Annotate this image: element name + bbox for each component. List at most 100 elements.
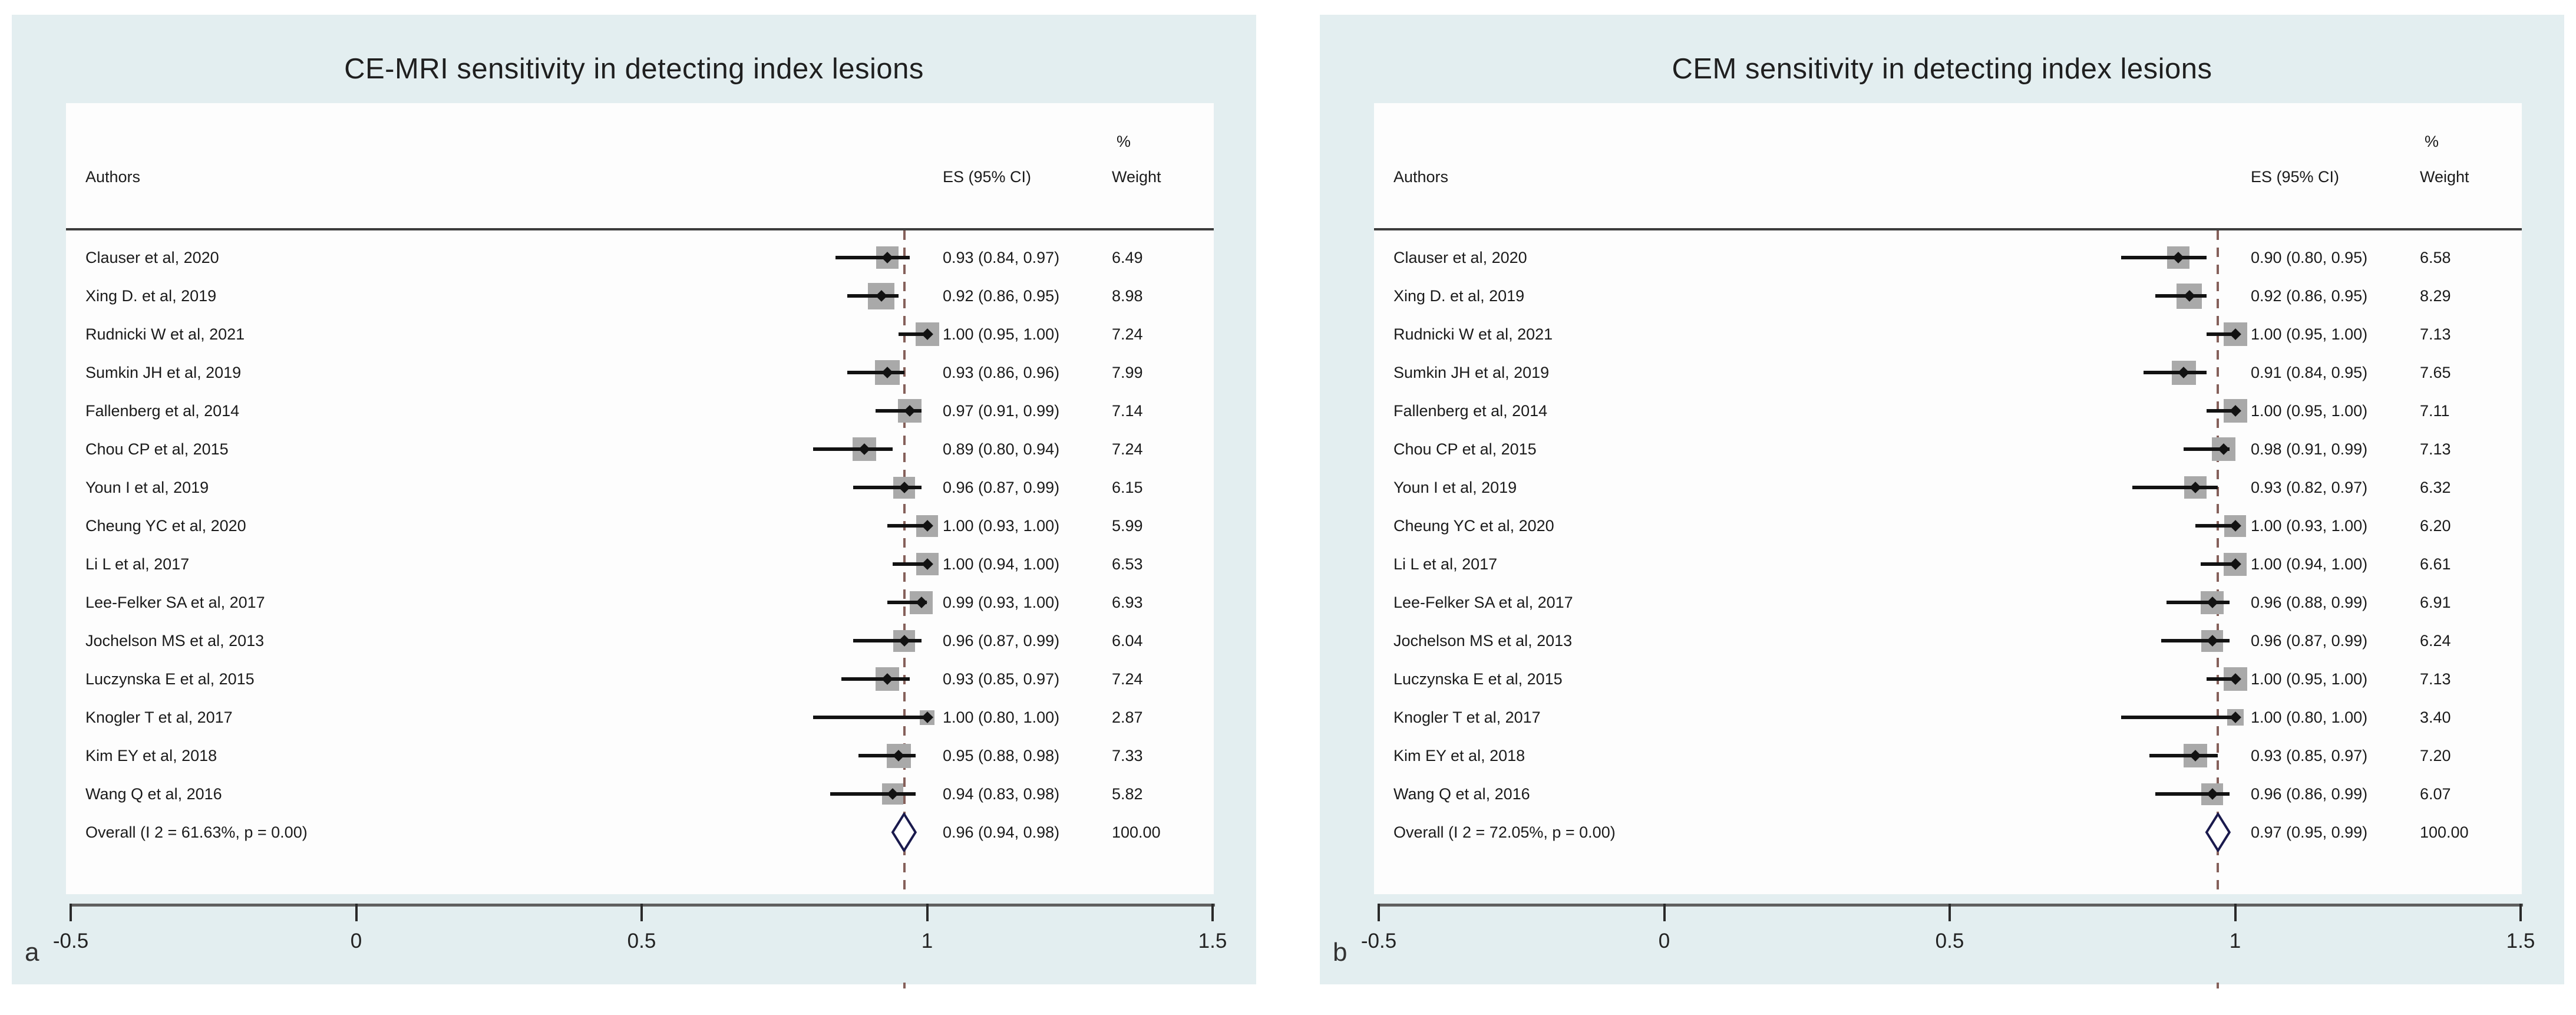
weight-value: 5.82 (1112, 785, 1143, 803)
confidence-interval-line (858, 754, 916, 757)
weight-value: 7.99 (1112, 364, 1143, 381)
study-author-label: Kim EY et al, 2018 (85, 747, 217, 764)
confidence-interval-line (847, 294, 899, 298)
panel-title: CE-MRI sensitivity in detecting index le… (344, 53, 924, 85)
x-axis-tick-label: -0.5 (52, 930, 89, 953)
es-ci-value: 0.90 (0.80, 0.95) (2251, 249, 2368, 266)
es-ci-value: 1.00 (0.93, 1.00) (943, 517, 1060, 535)
es-ci-value: 0.92 (0.86, 0.95) (2251, 287, 2368, 305)
study-author-label: Youn I et al, 2019 (85, 479, 209, 496)
confidence-interval-line (841, 677, 910, 681)
overall-label: Overall (I 2 = 72.05%, p = 0.00) (1393, 823, 1616, 841)
study-author-label: Knogler T et al, 2017 (85, 708, 233, 726)
es-ci-value: 1.00 (0.94, 1.00) (2251, 555, 2368, 573)
weight-value: 7.14 (1112, 402, 1143, 420)
confidence-interval-line (813, 716, 927, 719)
confidence-interval-line (2184, 447, 2230, 451)
es-ci-value: 0.96 (0.87, 0.99) (943, 479, 1060, 496)
study-author-label: Luczynska E et al, 2015 (1393, 670, 1563, 688)
study-author-label: Xing D. et al, 2019 (85, 287, 217, 305)
es-ci-value: 1.00 (0.95, 1.00) (943, 325, 1060, 343)
x-axis-tick (2234, 904, 2237, 921)
es-ci-value: 0.93 (0.85, 0.97) (2251, 747, 2368, 764)
es-ci-value: 0.91 (0.84, 0.95) (2251, 364, 2368, 381)
confidence-interval-line (2155, 294, 2207, 298)
header-separator (66, 228, 1214, 230)
x-axis-tick (926, 904, 929, 921)
x-axis-tick-label: 1.5 (2506, 930, 2535, 953)
column-header-authors: Authors (1393, 168, 1449, 186)
confidence-interval-line (2195, 524, 2235, 528)
confidence-interval-line (887, 601, 927, 604)
confidence-interval-line (2121, 716, 2235, 719)
panel-label-a: a (25, 938, 39, 967)
es-ci-value: 0.94 (0.83, 0.98) (943, 785, 1060, 803)
study-author-label: Rudnicki W et al, 2021 (1393, 325, 1553, 343)
confidence-interval-line (813, 447, 893, 451)
x-axis-tick-label: 0 (1658, 930, 1670, 953)
es-ci-value: 1.00 (0.80, 1.00) (2251, 708, 2368, 726)
study-author-label: Li L et al, 2017 (85, 555, 190, 573)
study-author-label: Rudnicki W et al, 2021 (85, 325, 245, 343)
study-author-label: Youn I et al, 2019 (1393, 479, 1517, 496)
forest-panel-b: CEM sensitivity in detecting index lesio… (1320, 15, 2564, 992)
es-ci-value: 0.98 (0.91, 0.99) (2251, 440, 2368, 458)
column-header-percent: % (2425, 133, 2439, 150)
x-axis-tick (1378, 904, 1380, 921)
x-axis-tick (2519, 904, 2522, 921)
study-author-label: Fallenberg et al, 2014 (1393, 402, 1548, 420)
weight-value: 7.13 (2420, 670, 2451, 688)
es-ci-value: 0.96 (0.88, 0.99) (2251, 594, 2368, 611)
x-axis-tick-label: 0 (350, 930, 362, 953)
study-author-label: Li L et al, 2017 (1393, 555, 1498, 573)
es-ci-value: 0.92 (0.86, 0.95) (943, 287, 1060, 305)
study-author-label: Cheung YC et al, 2020 (85, 517, 246, 535)
column-header-es: ES (95% CI) (943, 168, 1032, 186)
overall-weight-value: 100.00 (2420, 823, 2469, 841)
overall-es-ci-value: 0.97 (0.95, 0.99) (2251, 823, 2368, 841)
confidence-interval-line (2167, 601, 2230, 604)
es-ci-value: 0.95 (0.88, 0.98) (943, 747, 1060, 764)
study-author-label: Clauser et al, 2020 (1393, 249, 1527, 266)
x-axis-tick (355, 904, 358, 921)
confidence-interval-line (2144, 371, 2207, 374)
study-author-label: Clauser et al, 2020 (85, 249, 219, 266)
es-ci-value: 0.97 (0.91, 0.99) (943, 402, 1060, 420)
weight-value: 6.93 (1112, 594, 1143, 611)
study-author-label: Fallenberg et al, 2014 (85, 402, 240, 420)
forest-panel-a: CE-MRI sensitivity in detecting index le… (12, 15, 1256, 992)
es-ci-value: 1.00 (0.93, 1.00) (2251, 517, 2368, 535)
confidence-interval-line (2149, 754, 2218, 757)
es-ci-value: 0.99 (0.93, 1.00) (943, 594, 1060, 611)
weight-value: 7.13 (2420, 440, 2451, 458)
weight-value: 7.24 (1112, 670, 1143, 688)
weight-value: 7.24 (1112, 325, 1143, 343)
study-author-label: Lee-Felker SA et al, 2017 (1393, 594, 1573, 611)
es-ci-value: 1.00 (0.95, 1.00) (2251, 325, 2368, 343)
column-header-percent: % (1117, 133, 1131, 150)
weight-value: 7.13 (2420, 325, 2451, 343)
weight-value: 7.20 (2420, 747, 2451, 764)
study-author-label: Lee-Felker SA et al, 2017 (85, 594, 265, 611)
study-author-label: Jochelson MS et al, 2013 (1393, 632, 1573, 650)
confidence-interval-line (2161, 639, 2230, 642)
overall-label: Overall (I 2 = 61.63%, p = 0.00) (85, 823, 308, 841)
es-ci-value: 0.93 (0.82, 0.97) (2251, 479, 2368, 496)
overall-es-ci-value: 0.96 (0.94, 0.98) (943, 823, 1060, 841)
weight-value: 7.11 (2420, 402, 2450, 420)
x-axis-tick (640, 904, 643, 921)
x-axis-tick-label: 0.5 (627, 930, 656, 953)
plot-area: Authors ES (95% CI) % Weight Clauser et … (66, 103, 1214, 894)
weight-value: 8.98 (1112, 287, 1143, 305)
study-author-label: Wang Q et al, 2016 (85, 785, 222, 803)
x-axis-tick (1948, 904, 1951, 921)
study-author-label: Sumkin JH et al, 2019 (1393, 364, 1550, 381)
confidence-interval-line (835, 256, 910, 259)
es-ci-value: 0.89 (0.80, 0.94) (943, 440, 1060, 458)
column-header-weight: Weight (2420, 168, 2469, 186)
weight-value: 3.40 (2420, 708, 2451, 726)
confidence-interval-line (887, 524, 927, 528)
panel-label-b: b (1333, 938, 1348, 967)
confidence-interval-line (2155, 792, 2230, 796)
confidence-interval-line (2207, 332, 2235, 336)
